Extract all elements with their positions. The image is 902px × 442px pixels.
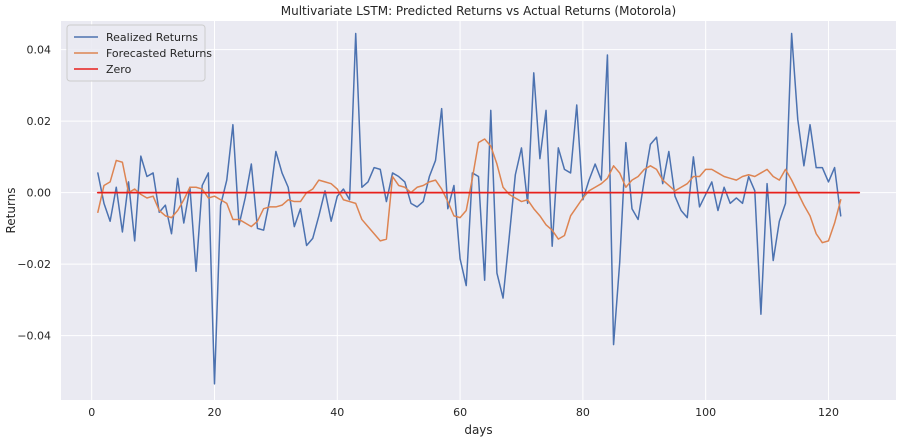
y-tick-label: −0.02 <box>17 258 51 271</box>
y-tick-label: −0.04 <box>17 330 51 343</box>
legend: Realized Returns Forecasted Returns Zero <box>66 24 212 82</box>
x-tick-label: 100 <box>695 406 716 419</box>
tick-labels: 0 20 40 60 80 100 120 −0.04 −0.02 0.00 0.02 0.04 <box>17 44 839 419</box>
x-tick-label: 0 <box>88 406 95 419</box>
grid <box>61 21 896 400</box>
x-tick-label: 40 <box>330 406 344 419</box>
y-tick-label: 0.02 <box>27 115 52 128</box>
legend-label-zero: Zero <box>106 63 132 76</box>
chart-title: Multivariate LSTM: Predicted Returns vs … <box>281 4 676 18</box>
series-layer <box>96 32 861 385</box>
x-tick-label: 80 <box>576 406 590 419</box>
y-tick-label: 0.00 <box>27 187 52 200</box>
series-line-forecasted <box>97 138 842 244</box>
x-tick-label: 60 <box>453 406 467 419</box>
x-axis-title: days <box>464 423 492 437</box>
y-axis-title: Returns <box>4 187 18 233</box>
legend-label-realized: Realized Returns <box>106 31 198 44</box>
legend-box <box>66 24 206 82</box>
x-tick-label: 120 <box>818 406 839 419</box>
legend-label-forecasted: Forecasted Returns <box>106 47 212 60</box>
x-tick-label: 20 <box>207 406 221 419</box>
y-tick-label: 0.04 <box>27 44 52 57</box>
